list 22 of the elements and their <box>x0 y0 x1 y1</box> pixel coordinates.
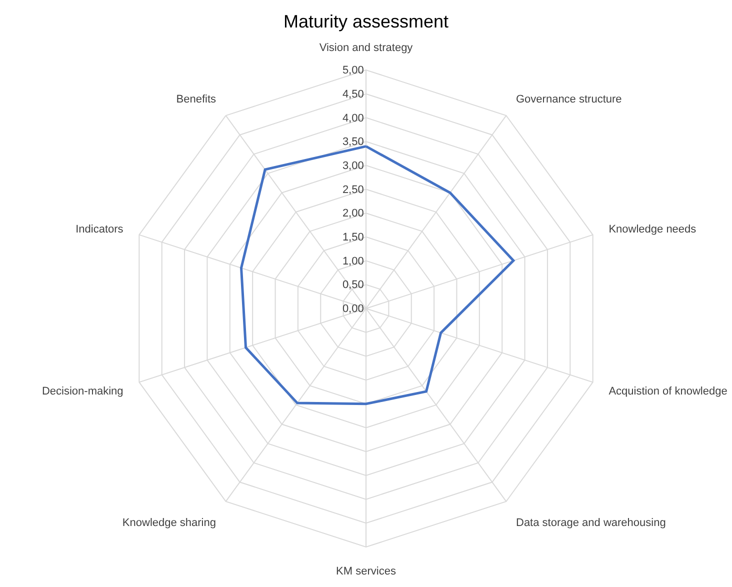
y-tick-label: 1,50 <box>342 232 364 244</box>
chart-title: Maturity assessment <box>283 11 449 32</box>
y-tick-label: 3,00 <box>342 160 364 172</box>
y-tick-label: 3,50 <box>342 136 364 148</box>
spoke-label: Vision and strategy <box>319 42 414 54</box>
spoke-label: Indicators <box>76 224 124 236</box>
y-tick-label: 2,50 <box>342 184 364 196</box>
spoke-label: Benefits <box>176 94 216 106</box>
y-tick-label: 1,00 <box>342 255 364 268</box>
spoke-label: Governance structure <box>516 94 622 106</box>
y-tick-label: 4,00 <box>342 112 364 124</box>
spoke-label: KM services <box>336 566 396 578</box>
y-tick-label: 0,50 <box>342 279 364 292</box>
y-tick-label: 0,00 <box>342 303 364 316</box>
spoke-label: Acquistion of knowledge <box>608 385 728 398</box>
spoke-label: Decision-making <box>42 385 124 398</box>
y-tick-label: 5,00 <box>342 64 364 77</box>
spoke-label: Data storage and warehousing <box>516 517 666 530</box>
y-tick-label: 4,50 <box>342 88 364 100</box>
spoke-label: Knowledge needs <box>608 224 697 236</box>
y-tick-label: 2,00 <box>342 208 364 220</box>
spoke-label: Knowledge sharing <box>122 517 216 530</box>
